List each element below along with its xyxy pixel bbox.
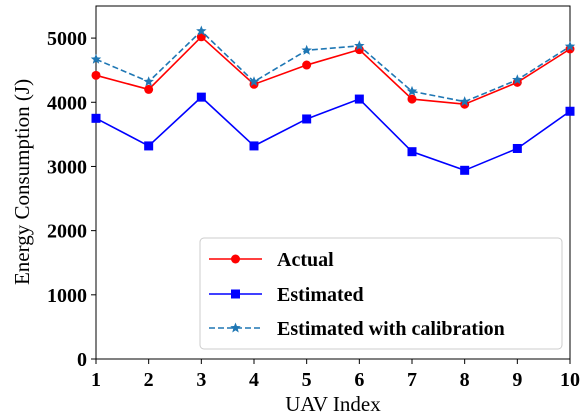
y-axis-ticks: 0 1000 2000 3000 4000 5000 (47, 28, 96, 371)
data-point (90, 53, 102, 64)
series-2 (91, 92, 575, 175)
data-point (302, 114, 312, 124)
plot-frame (95, 5, 571, 360)
legend-swatch-marker (231, 289, 240, 299)
x-axis-ticks: 1 2 3 4 5 6 7 8 9 10 (91, 359, 580, 391)
data-point (248, 76, 260, 87)
data-point (249, 141, 259, 151)
x-tick-label: 2 (144, 369, 154, 391)
x-tick-label: 8 (460, 369, 470, 391)
data-point (144, 141, 154, 151)
plot-area (95, 5, 571, 360)
series-line (95, 96, 571, 172)
data-point (564, 40, 576, 51)
data-point (302, 60, 312, 70)
data-point (512, 143, 522, 153)
data-point (91, 113, 101, 123)
data-point (407, 94, 417, 104)
legend-swatch-marker (230, 322, 241, 333)
data-point (143, 76, 154, 87)
y-tick-label: 2000 (47, 221, 87, 243)
y-tick-label: 3000 (47, 156, 87, 178)
series-layer (90, 25, 576, 175)
series-3 (90, 25, 576, 107)
legend-box (199, 237, 563, 350)
y-tick-label: 5000 (47, 28, 87, 50)
data-point (301, 44, 312, 55)
data-point (406, 85, 418, 96)
data-point (144, 84, 154, 94)
x-tick-label: 6 (354, 369, 364, 391)
x-tick-label: 9 (512, 369, 522, 391)
series-line (95, 35, 571, 106)
data-point (565, 106, 575, 116)
y-tick-label: 0 (77, 349, 87, 371)
data-point (460, 165, 470, 175)
x-axis-title: UAV Index (285, 392, 381, 414)
data-point (354, 40, 365, 51)
data-point (512, 74, 523, 85)
y-axis-title: Energy Consumption (J) (10, 79, 34, 285)
data-point (91, 70, 101, 80)
data-point (196, 25, 207, 36)
data-point (407, 147, 417, 157)
data-point (196, 92, 206, 102)
legend-label: Estimated with calibration (277, 318, 505, 340)
series-1 (91, 32, 575, 109)
legend-label: Actual (277, 249, 334, 271)
legend-swatch-marker (231, 254, 240, 264)
x-tick-label: 1 (91, 369, 101, 391)
x-tick-label: 7 (407, 369, 417, 391)
legend: Actual Estimated Estimated with calibratio… (199, 237, 563, 350)
x-tick-label: 10 (560, 369, 580, 391)
x-tick-label: 3 (196, 369, 206, 391)
x-tick-label: 4 (249, 369, 259, 391)
y-tick-label: 1000 (47, 285, 87, 307)
y-tick-label: 4000 (47, 92, 87, 114)
data-point (354, 94, 364, 104)
legend-label: Estimated (277, 284, 364, 306)
data-point (459, 96, 470, 107)
series-line (95, 29, 571, 103)
x-tick-label: 5 (302, 369, 312, 391)
